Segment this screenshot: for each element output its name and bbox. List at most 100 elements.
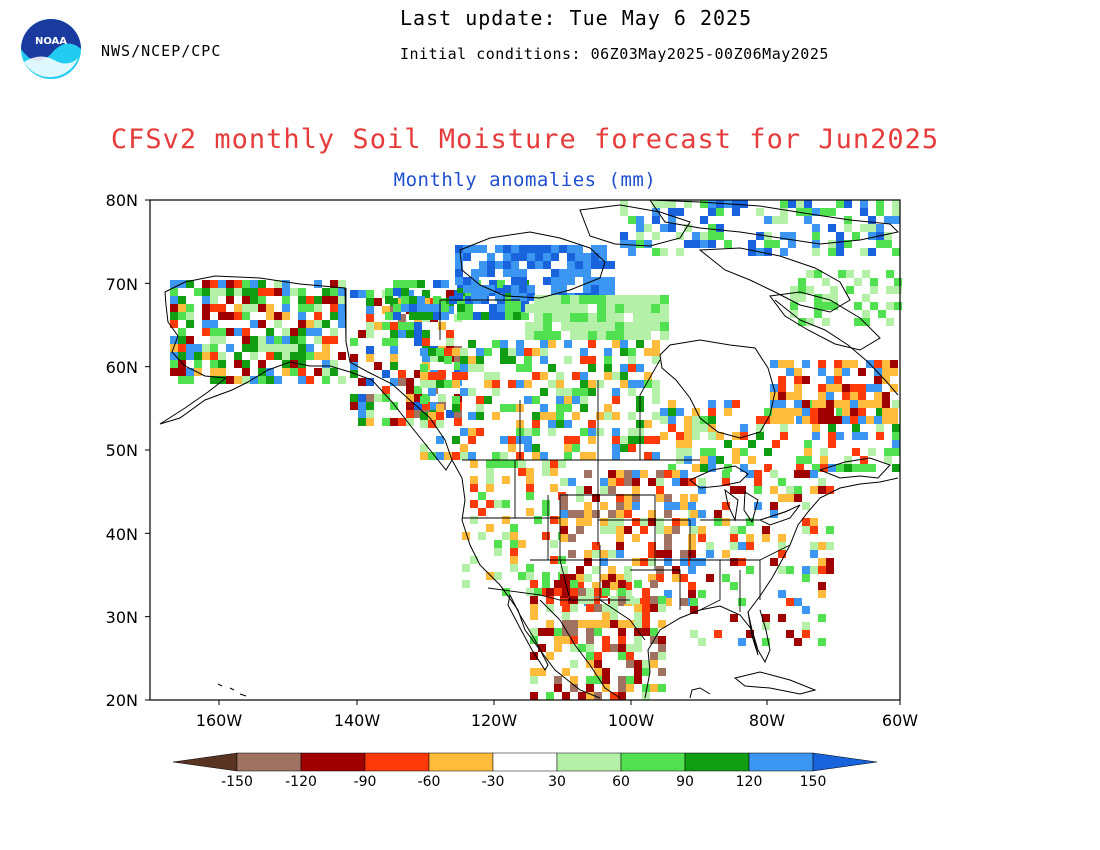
anomaly-cell [652,380,660,388]
anomaly-cell [500,348,508,356]
anomaly-cell [684,440,692,448]
anomaly-cell [538,644,546,652]
anomaly-cell [526,468,534,476]
anomaly-cell [550,460,558,468]
anomaly-cell [597,313,606,322]
anomaly-cell [664,558,672,566]
anomaly-cell [616,510,624,518]
anomaly-cell [503,269,511,277]
anomaly-cell [486,484,494,492]
anomaly-cell [366,402,374,410]
anomaly-cell [202,328,210,336]
anomaly-cell [210,328,218,336]
anomaly-cell [690,606,698,614]
anomaly-cell [738,598,746,606]
anomaly-cell [495,245,503,253]
anomaly-cell [668,200,676,208]
anomaly-cell [652,200,660,208]
anomaly-cell [468,436,476,444]
anomaly-cell [850,400,858,408]
anomaly-cell [430,402,438,410]
anomaly-cell [538,668,546,676]
anomaly-cell [596,428,604,436]
anomaly-cell [572,372,580,380]
anomaly-cell [186,344,194,352]
anomaly-cell [492,412,500,420]
anomaly-cell [548,340,556,348]
anomaly-cell [556,420,564,428]
anomaly-cell [519,277,527,285]
anomaly-cell [298,344,306,352]
anomaly-cell [322,336,330,344]
anomaly-cell [754,470,762,478]
anomaly-cell [250,280,258,288]
anomaly-cell [770,360,778,368]
anomaly-cell [562,588,570,596]
anomaly-cell [576,566,584,574]
anomaly-cell [366,346,374,354]
anomaly-cell [778,550,786,558]
anomaly-cell [822,278,830,286]
anomaly-cell [874,416,882,424]
anomaly-cell [250,376,258,384]
colorbar-label: -150 [221,774,253,790]
anomaly-cell [487,269,495,277]
anomaly-cell [740,200,748,208]
anomaly-cell [414,330,422,338]
anomaly-cell [668,408,676,416]
anomaly-cell [438,322,446,330]
anomaly-cell [599,245,607,253]
anomaly-cell [540,348,548,356]
anomaly-cell [778,376,786,384]
anomaly-cell [628,248,636,256]
anomaly-cell [258,320,266,328]
anomaly-cell [554,636,562,644]
anomaly-cell [842,384,850,392]
anomaly-cell [764,464,772,472]
anomaly-cell [420,444,428,452]
anomaly-cell [290,352,298,360]
anomaly-cell [708,208,716,216]
anomaly-cell [588,388,596,396]
anomaly-cell [838,270,846,278]
coastline-mexico [539,599,621,699]
anomaly-cell [258,304,266,312]
anomaly-cell [460,388,468,396]
anomaly-cell [607,261,615,269]
anomaly-cell [810,416,818,424]
anomaly-cell [708,424,716,432]
anomaly-cell [526,572,534,580]
anomaly-cell [836,408,844,416]
anomaly-cell [210,368,218,376]
anomaly-cell [624,510,632,518]
anomaly-cell [588,340,596,348]
anomaly-cell [754,502,762,510]
anomaly-cell [594,660,602,668]
anomaly-cell [579,322,588,331]
anomaly-cell [730,582,738,590]
anomaly-cell [406,410,414,418]
anomaly-cell [330,280,338,288]
anomaly-cell [620,364,628,372]
anomaly-cell [684,432,692,440]
anomaly-cell [586,628,594,636]
anomaly-cell [812,248,820,256]
anomaly-cell [540,412,548,420]
anomaly-cell [892,400,900,408]
anomaly-cell [446,410,454,418]
anomaly-cell [858,416,866,424]
anomaly-cell [218,288,226,296]
anomaly-cell [428,452,436,460]
anomaly-cell [688,518,696,526]
anomaly-cell [656,478,664,486]
anomaly-cell [852,464,860,472]
axis-ticks [145,199,901,705]
anomaly-cell [858,384,866,392]
anomaly-cell [463,245,471,253]
anomaly-cell [892,440,900,448]
anomaly-cell [455,269,463,277]
anomaly-cell [624,295,633,304]
anomaly-cell [534,588,542,596]
anomaly-cell [584,486,592,494]
anomaly-cell [564,452,572,460]
